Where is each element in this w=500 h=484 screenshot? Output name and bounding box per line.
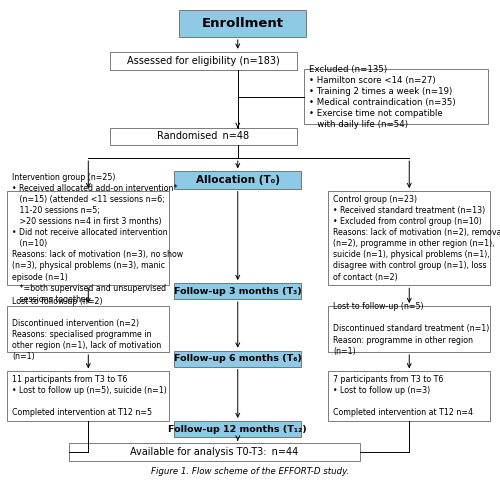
FancyBboxPatch shape	[328, 306, 490, 352]
Text: Follow-up 12 months (T₁₂): Follow-up 12 months (T₁₂)	[168, 424, 307, 434]
Text: Lost to follow-up (n=2)

Discontinued intervention (n=2)
Reasons: specialised pr: Lost to follow-up (n=2) Discontinued int…	[12, 297, 162, 361]
FancyBboxPatch shape	[174, 421, 302, 437]
FancyBboxPatch shape	[328, 371, 490, 421]
FancyBboxPatch shape	[8, 191, 169, 286]
FancyBboxPatch shape	[328, 191, 490, 286]
FancyBboxPatch shape	[8, 371, 169, 421]
FancyBboxPatch shape	[68, 443, 360, 461]
FancyBboxPatch shape	[304, 69, 488, 124]
Text: Randomised  n=48: Randomised n=48	[158, 131, 250, 141]
Text: 11 participants from T3 to T6
• Lost to follow up (n=5), suicide (n=1)

Complete: 11 participants from T3 to T6 • Lost to …	[12, 375, 167, 417]
Text: Enrollment: Enrollment	[202, 17, 283, 30]
Text: Excluded (n=135)
• Hamilton score <14 (n=27)
• Training 2 times a week (n=19)
• : Excluded (n=135) • Hamilton score <14 (n…	[309, 64, 456, 129]
FancyBboxPatch shape	[110, 128, 296, 145]
FancyBboxPatch shape	[179, 10, 306, 37]
FancyBboxPatch shape	[174, 283, 302, 299]
Text: Intervention group (n=25)
• Received allocated add-on intervention*
   (n=15) (a: Intervention group (n=25) • Received all…	[12, 173, 183, 304]
FancyBboxPatch shape	[174, 171, 302, 189]
Text: Figure 1. Flow scheme of the EFFORT-D study.: Figure 1. Flow scheme of the EFFORT-D st…	[151, 467, 349, 476]
Text: Lost to follow-up (n=5)

Discontinued standard treatment (n=1)
Reason: programme: Lost to follow-up (n=5) Discontinued sta…	[334, 302, 490, 356]
Text: Follow-up 6 months (T₆): Follow-up 6 months (T₆)	[174, 354, 302, 363]
Text: Allocation (T₀): Allocation (T₀)	[196, 175, 280, 185]
FancyBboxPatch shape	[110, 52, 296, 70]
FancyBboxPatch shape	[8, 306, 169, 352]
FancyBboxPatch shape	[174, 350, 302, 367]
Text: 7 participants from T3 to T6
• Lost to follow up (n=3)

Completed intervention a: 7 participants from T3 to T6 • Lost to f…	[334, 375, 474, 417]
Text: Available for analysis T0-T3:  n=44: Available for analysis T0-T3: n=44	[130, 447, 298, 457]
Text: Assessed for eligibility (n=183): Assessed for eligibility (n=183)	[127, 56, 280, 66]
Text: Follow-up 3 months (T₃): Follow-up 3 months (T₃)	[174, 287, 302, 296]
Text: Control group (n=23)
• Received standard treatment (n=13)
• Excluded from contro: Control group (n=23) • Received standard…	[334, 195, 500, 282]
